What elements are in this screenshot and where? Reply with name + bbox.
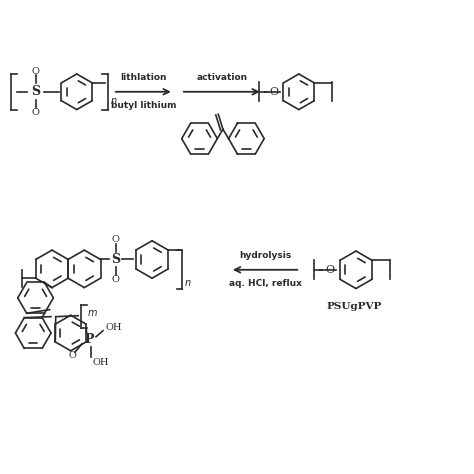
Text: O: O [32,67,39,76]
Text: O: O [111,274,119,283]
Text: O: O [111,235,119,244]
Text: activation: activation [196,73,247,82]
Text: S: S [111,253,120,266]
Text: lithlation: lithlation [120,73,166,82]
Text: O: O [32,108,39,117]
Text: n: n [185,278,191,288]
Text: OH: OH [93,358,109,367]
Text: O: O [269,87,278,97]
Text: OH: OH [106,323,122,332]
Text: S: S [31,85,40,98]
Text: O: O [325,265,334,275]
Text: P: P [84,333,94,346]
Text: PSUgPVP: PSUgPVP [327,302,382,311]
Text: hydrolysis: hydrolysis [239,251,291,260]
Text: n: n [111,96,117,106]
Text: aq. HCl, reflux: aq. HCl, reflux [228,279,301,288]
Text: butyl lithium: butyl lithium [110,101,176,110]
Text: O: O [69,352,76,361]
Text: m: m [88,309,98,319]
